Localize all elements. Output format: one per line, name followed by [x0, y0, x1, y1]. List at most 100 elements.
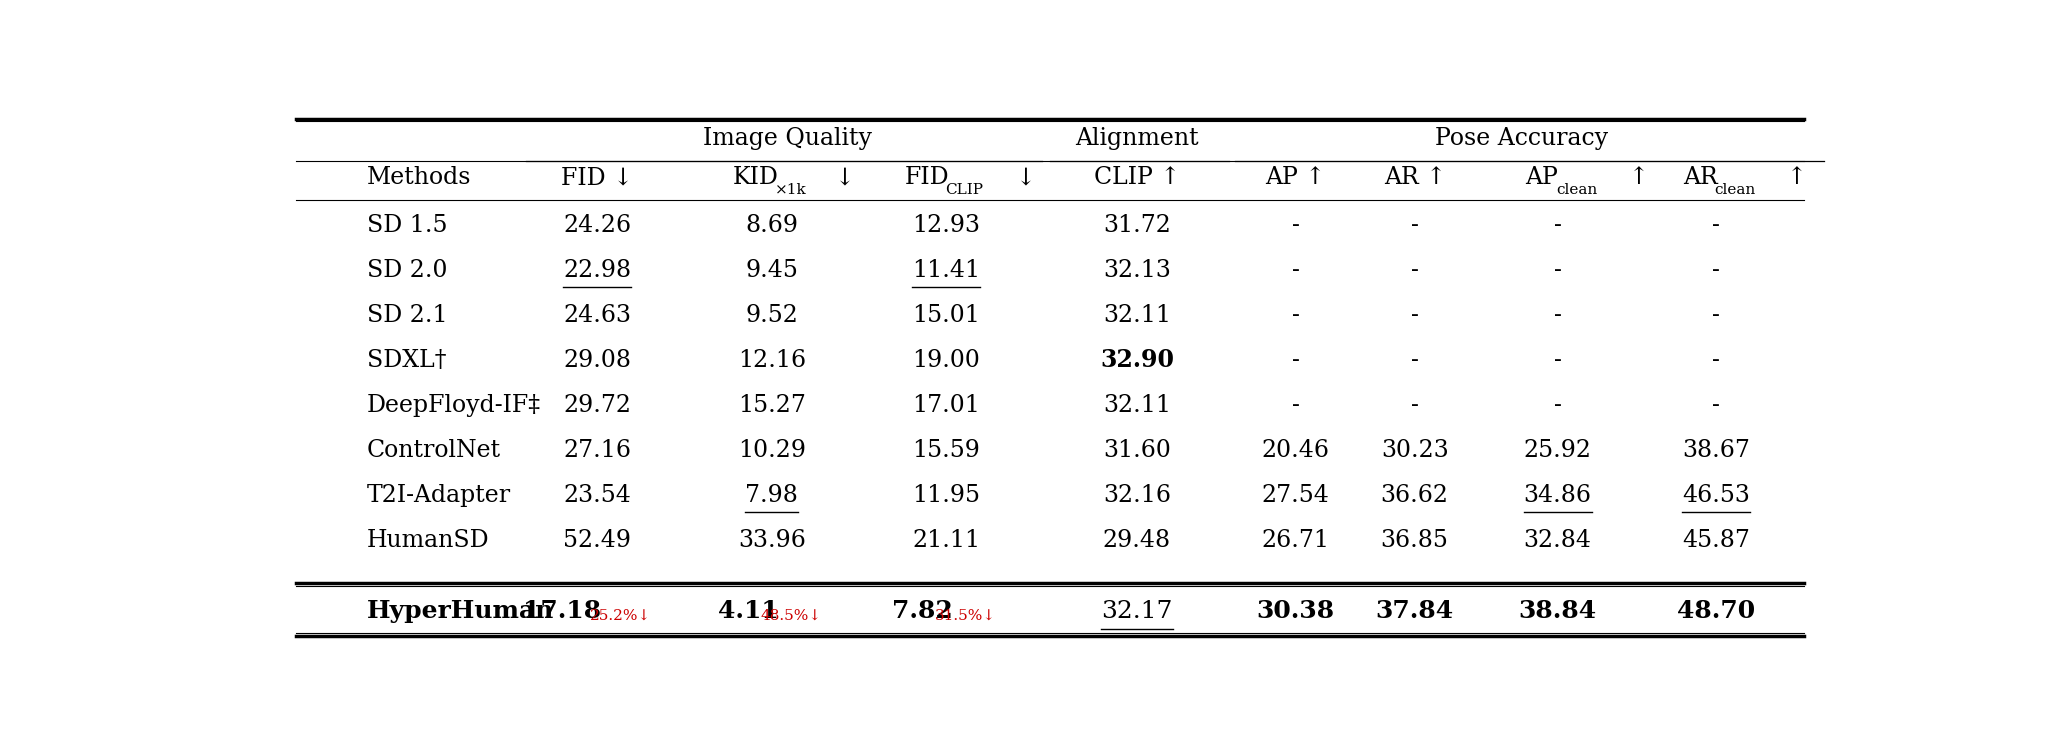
Text: 17.01: 17.01 [913, 393, 981, 417]
Text: ↓: ↓ [836, 166, 854, 189]
Text: 7.82: 7.82 [893, 599, 952, 623]
Text: AR: AR [1683, 166, 1718, 189]
Text: 4.11: 4.11 [717, 599, 778, 623]
Text: -: - [1554, 214, 1561, 237]
Text: KID: KID [733, 166, 778, 189]
Text: 36.85: 36.85 [1380, 529, 1448, 552]
Text: CLIP ↑: CLIP ↑ [1094, 166, 1180, 189]
Text: 19.00: 19.00 [913, 349, 981, 372]
Text: HyperHuman: HyperHuman [367, 599, 555, 623]
Text: -: - [1712, 393, 1720, 417]
Text: HumanSD: HumanSD [367, 529, 489, 552]
Text: 10.29: 10.29 [737, 439, 805, 461]
Text: T2I-Adapter: T2I-Adapter [367, 483, 512, 507]
Text: 20.46: 20.46 [1262, 439, 1329, 461]
Text: SDXL†: SDXL† [367, 349, 446, 372]
Text: 32.13: 32.13 [1104, 258, 1171, 282]
Text: ×1k: ×1k [774, 183, 807, 197]
Text: -: - [1712, 349, 1720, 372]
Text: -: - [1712, 214, 1720, 237]
Text: 34.86: 34.86 [1524, 483, 1591, 507]
Text: 9.52: 9.52 [745, 304, 799, 327]
Text: 17.18: 17.18 [524, 599, 602, 623]
Text: 12.93: 12.93 [913, 214, 981, 237]
Text: -: - [1292, 214, 1300, 237]
Text: 24.26: 24.26 [563, 214, 631, 237]
Text: 32.90: 32.90 [1100, 348, 1174, 372]
Text: 27.54: 27.54 [1262, 483, 1329, 507]
Text: ↓: ↓ [1016, 166, 1036, 189]
Text: 32.16: 32.16 [1104, 483, 1171, 507]
Text: 52.49: 52.49 [563, 529, 631, 552]
Text: Alignment: Alignment [1075, 127, 1198, 150]
Text: 32.11: 32.11 [1104, 393, 1171, 417]
Text: -: - [1712, 258, 1720, 282]
Text: ↑: ↑ [1788, 166, 1806, 189]
Text: 25.92: 25.92 [1524, 439, 1591, 461]
Text: -: - [1554, 393, 1561, 417]
Text: 32.11: 32.11 [1104, 304, 1171, 327]
Text: 24.63: 24.63 [563, 304, 631, 327]
Text: 31.5%↓: 31.5%↓ [936, 609, 995, 623]
Text: 15.27: 15.27 [737, 393, 805, 417]
Text: CLIP: CLIP [944, 183, 983, 197]
Text: DeepFloyd-IF‡: DeepFloyd-IF‡ [367, 393, 541, 417]
Text: -: - [1292, 393, 1300, 417]
Text: 15.01: 15.01 [913, 304, 981, 327]
Text: -: - [1292, 349, 1300, 372]
Text: 45.87: 45.87 [1681, 529, 1751, 552]
Text: 48.70: 48.70 [1677, 599, 1755, 623]
Text: 30.38: 30.38 [1257, 599, 1335, 623]
Text: 22.98: 22.98 [563, 258, 631, 282]
Text: 25.2%↓: 25.2%↓ [590, 609, 651, 623]
Text: 32.17: 32.17 [1102, 600, 1174, 623]
Text: -: - [1411, 393, 1419, 417]
Text: ↑: ↑ [1628, 166, 1649, 189]
Text: 31.60: 31.60 [1104, 439, 1171, 461]
Text: 26.71: 26.71 [1262, 529, 1329, 552]
Text: -: - [1292, 258, 1300, 282]
Text: SD 1.5: SD 1.5 [367, 214, 449, 237]
Text: -: - [1411, 214, 1419, 237]
Text: AP: AP [1526, 166, 1559, 189]
Text: -: - [1554, 258, 1561, 282]
Text: clean: clean [1556, 183, 1597, 197]
Text: AR ↑: AR ↑ [1384, 166, 1446, 189]
Text: -: - [1411, 349, 1419, 372]
Text: -: - [1411, 258, 1419, 282]
Text: 31.72: 31.72 [1104, 214, 1171, 237]
Text: FID ↓: FID ↓ [561, 166, 633, 189]
Text: FID: FID [905, 166, 950, 189]
Text: -: - [1712, 304, 1720, 327]
Text: SD 2.0: SD 2.0 [367, 258, 449, 282]
Text: SD 2.1: SD 2.1 [367, 304, 449, 327]
Text: 21.11: 21.11 [911, 529, 981, 552]
Text: 36.62: 36.62 [1380, 483, 1448, 507]
Text: Methods: Methods [367, 166, 471, 189]
Text: 11.95: 11.95 [913, 483, 981, 507]
Text: 30.23: 30.23 [1380, 439, 1448, 461]
Text: 38.84: 38.84 [1518, 599, 1597, 623]
Text: 29.48: 29.48 [1102, 529, 1171, 552]
Text: 33.96: 33.96 [737, 529, 805, 552]
Text: ControlNet: ControlNet [367, 439, 502, 461]
Text: 46.53: 46.53 [1681, 483, 1751, 507]
Text: 48.5%↓: 48.5%↓ [760, 609, 821, 623]
Text: 32.84: 32.84 [1524, 529, 1591, 552]
Text: 8.69: 8.69 [745, 214, 799, 237]
Text: Pose Accuracy: Pose Accuracy [1436, 127, 1608, 150]
Text: 11.41: 11.41 [911, 258, 981, 282]
Text: -: - [1554, 349, 1561, 372]
Text: 23.54: 23.54 [563, 483, 631, 507]
Text: -: - [1411, 304, 1419, 327]
Text: Image Quality: Image Quality [702, 127, 872, 150]
Text: clean: clean [1714, 183, 1755, 197]
Text: 37.84: 37.84 [1376, 599, 1454, 623]
Text: 15.59: 15.59 [913, 439, 981, 461]
Text: 29.08: 29.08 [563, 349, 631, 372]
Text: AP ↑: AP ↑ [1266, 166, 1325, 189]
Text: -: - [1292, 304, 1300, 327]
Text: 38.67: 38.67 [1681, 439, 1751, 461]
Text: -: - [1554, 304, 1561, 327]
Text: 27.16: 27.16 [563, 439, 631, 461]
